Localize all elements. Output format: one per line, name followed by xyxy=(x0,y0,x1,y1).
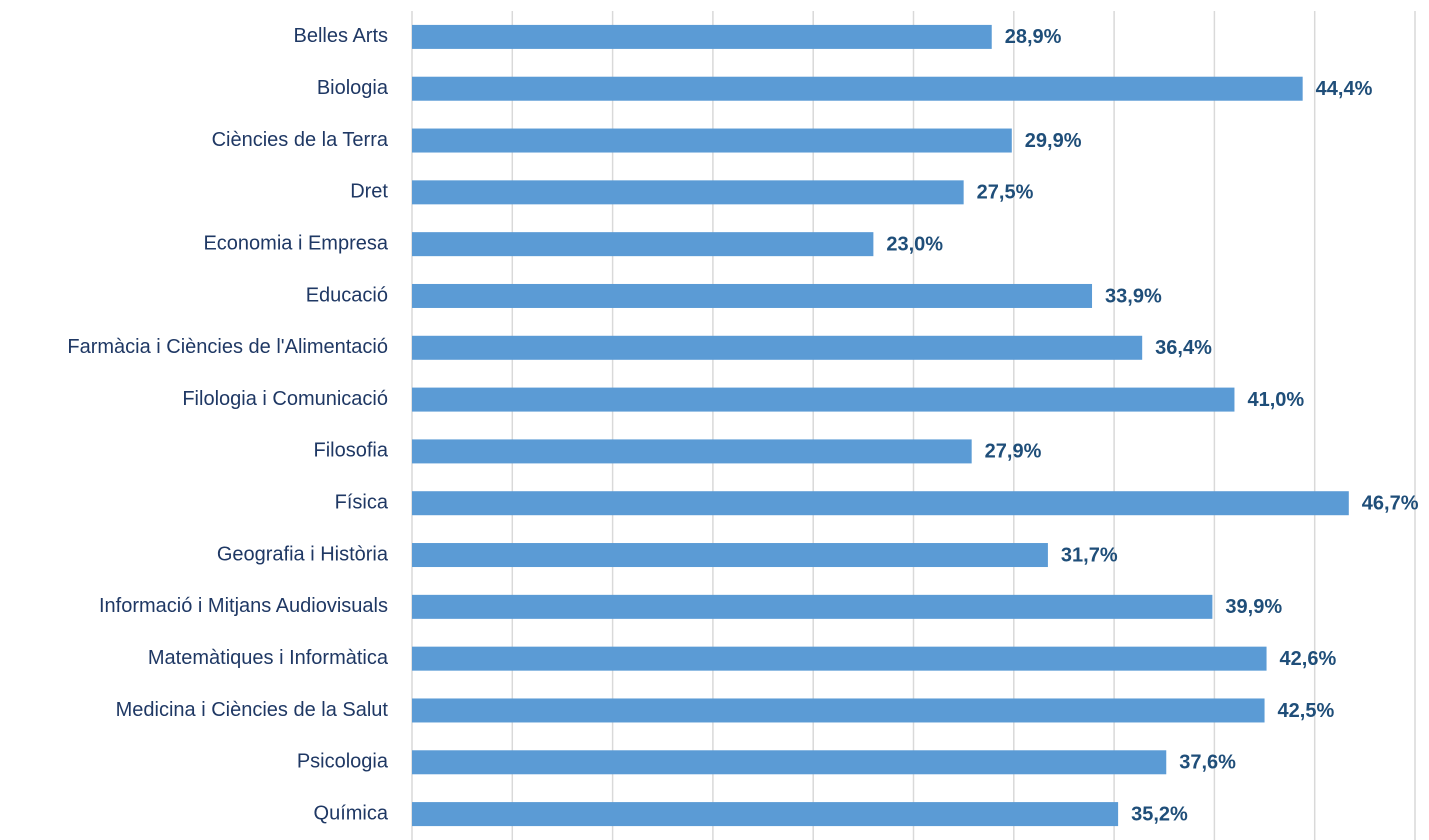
y-tick-label: Física xyxy=(335,492,389,514)
y-tick-label: Biologia xyxy=(317,77,389,99)
bar xyxy=(412,180,964,205)
data-label: 44,4% xyxy=(1316,78,1373,100)
y-tick-label: Filologia i Comunicació xyxy=(182,388,388,410)
y-tick-label: Psicologia xyxy=(297,751,389,773)
data-label: 42,5% xyxy=(1278,700,1335,722)
bar xyxy=(412,802,1119,827)
y-tick-label: Medicina i Ciències de la Salut xyxy=(116,699,389,721)
data-label: 46,7% xyxy=(1362,493,1419,515)
bar xyxy=(412,646,1267,671)
bar xyxy=(412,543,1048,568)
y-tick-label: Ciències de la Terra xyxy=(212,129,389,151)
y-tick-label: Economia i Empresa xyxy=(203,232,388,254)
data-label: 27,9% xyxy=(985,441,1042,463)
y-tick-label: Informació i Mitjans Audiovisuals xyxy=(99,595,388,617)
bar xyxy=(412,698,1265,723)
bar xyxy=(412,76,1303,101)
bar xyxy=(412,387,1235,412)
bar xyxy=(412,128,1012,153)
bar xyxy=(412,283,1093,308)
y-tick-label: Geografia i Història xyxy=(217,543,389,565)
bar xyxy=(412,750,1167,775)
y-tick-label: Matemàtiques i Informàtica xyxy=(148,647,389,669)
data-label: 42,6% xyxy=(1280,648,1337,670)
data-label: 33,9% xyxy=(1105,285,1162,307)
data-label: 36,4% xyxy=(1155,337,1212,359)
data-label: 39,9% xyxy=(1225,596,1282,618)
bar xyxy=(412,335,1143,360)
y-tick-label: Filosofia xyxy=(314,440,389,462)
data-label: 23,0% xyxy=(886,233,943,255)
y-tick-label: Química xyxy=(314,802,389,824)
y-tick-label: Farmàcia i Ciències de l'Alimentació xyxy=(67,336,388,358)
bar xyxy=(412,594,1213,619)
data-label: 37,6% xyxy=(1179,752,1236,774)
y-tick-label: Belles Arts xyxy=(294,25,388,47)
bar xyxy=(412,24,992,49)
bar xyxy=(412,439,972,464)
bar xyxy=(412,232,874,257)
y-tick-label: Educació xyxy=(306,284,388,306)
data-label: 31,7% xyxy=(1061,544,1118,566)
data-label: 28,9% xyxy=(1005,26,1062,48)
data-label: 41,0% xyxy=(1247,389,1304,411)
bar xyxy=(412,491,1349,516)
data-label: 27,5% xyxy=(977,182,1034,204)
y-tick-label: Dret xyxy=(350,181,388,203)
data-label: 29,9% xyxy=(1025,130,1082,152)
data-label: 35,2% xyxy=(1131,803,1188,825)
